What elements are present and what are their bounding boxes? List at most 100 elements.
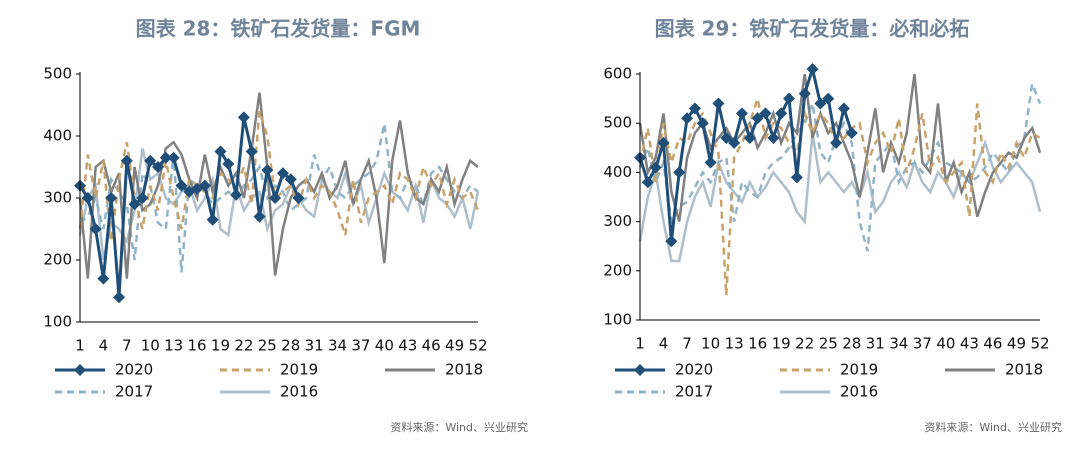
marker: [735, 107, 748, 120]
marker: [113, 291, 126, 304]
x-tick-label: 49: [1007, 335, 1026, 353]
x-tick-label: 52: [468, 337, 487, 355]
series-line: [78, 110, 480, 242]
legend-label: 2020: [115, 361, 153, 379]
marker: [237, 111, 250, 124]
marker: [89, 223, 102, 235]
marker: [673, 166, 686, 179]
marker: [704, 156, 717, 169]
y-tick-label: 500: [43, 65, 72, 83]
x-tick-label: 4: [659, 335, 669, 353]
marker: [276, 167, 289, 180]
x-tick-label: 25: [819, 335, 838, 353]
marker: [261, 164, 274, 177]
marker: [657, 136, 670, 149]
marker: [97, 272, 110, 285]
marker: [81, 192, 94, 204]
y-tick-label: 200: [43, 251, 72, 269]
marker: [105, 192, 118, 204]
chart-title: 图表 28：铁矿石发货量：FGM: [136, 17, 421, 41]
marker: [681, 112, 694, 125]
legend-label: 2018: [1005, 361, 1043, 379]
x-tick-label: 28: [281, 337, 300, 355]
marker: [144, 154, 157, 167]
source-note: 资料来源：Wind、兴业研究: [390, 420, 528, 434]
marker: [253, 210, 266, 223]
x-tick-label: 7: [682, 335, 692, 353]
x-tick-label: 22: [234, 337, 253, 355]
x-tick-label: 40: [375, 337, 394, 355]
legend-label: 2017: [115, 383, 153, 401]
x-tick-label: 34: [889, 335, 908, 353]
marker: [206, 213, 219, 226]
x-tick-label: 31: [305, 337, 324, 355]
marker: [152, 161, 165, 173]
x-tick-label: 40: [936, 335, 955, 353]
marker: [775, 107, 788, 120]
marker: [688, 102, 701, 115]
marker: [136, 192, 149, 204]
marker: [128, 198, 141, 211]
legend-label: 2019: [840, 361, 878, 379]
x-tick-label: 19: [772, 335, 791, 353]
y-tick-label: 100: [603, 311, 632, 329]
marker: [814, 97, 827, 110]
marker: [790, 171, 803, 184]
marker: [230, 188, 243, 201]
y-tick-label: 200: [603, 261, 632, 279]
legend-marker: [634, 364, 646, 376]
x-tick-label: 1: [635, 335, 645, 353]
marker: [245, 145, 258, 158]
legend-label: 2016: [280, 383, 318, 401]
x-tick-label: 13: [725, 335, 744, 353]
marker: [175, 179, 188, 192]
marker: [783, 92, 796, 105]
y-tick-label: 400: [43, 127, 72, 145]
marker: [214, 145, 227, 158]
y-tick-label: 100: [43, 313, 72, 331]
marker: [665, 235, 678, 248]
marker: [269, 192, 282, 204]
marker: [198, 179, 211, 192]
marker: [806, 63, 819, 76]
marker: [767, 131, 780, 144]
marker: [751, 112, 764, 125]
marker: [696, 117, 709, 130]
marker: [728, 136, 741, 149]
marker: [120, 154, 133, 167]
series-line: [78, 148, 480, 261]
marker: [712, 97, 725, 110]
marker: [837, 102, 850, 115]
series-line: [638, 73, 1042, 222]
y-tick-label: 300: [603, 212, 632, 230]
marker: [159, 151, 172, 164]
marker: [822, 92, 835, 105]
marker: [720, 131, 733, 144]
y-tick-label: 600: [603, 65, 632, 83]
legend-marker: [74, 364, 86, 376]
series-line: [638, 132, 1042, 263]
marker: [798, 87, 811, 100]
y-tick-label: 300: [43, 189, 72, 207]
marker: [167, 151, 180, 164]
marker: [284, 173, 297, 186]
x-tick-label: 13: [164, 337, 183, 355]
marker: [292, 192, 305, 204]
x-tick-label: 49: [445, 337, 464, 355]
y-tick-label: 500: [603, 114, 632, 132]
x-tick-label: 1: [75, 337, 85, 355]
legend-label: 2020: [675, 361, 713, 379]
x-tick-label: 7: [122, 337, 132, 355]
x-tick-label: 10: [701, 335, 720, 353]
x-tick-label: 28: [842, 335, 861, 353]
marker: [845, 127, 858, 140]
x-tick-label: 10: [141, 337, 160, 355]
x-tick-label: 43: [398, 337, 417, 355]
legend-label: 2017: [675, 383, 713, 401]
x-tick-label: 52: [1030, 335, 1049, 353]
x-tick-label: 16: [188, 337, 207, 355]
series-line: [638, 63, 854, 242]
chart-title: 图表 29：铁矿石发货量：必和必拓: [655, 17, 970, 41]
marker: [222, 157, 235, 170]
